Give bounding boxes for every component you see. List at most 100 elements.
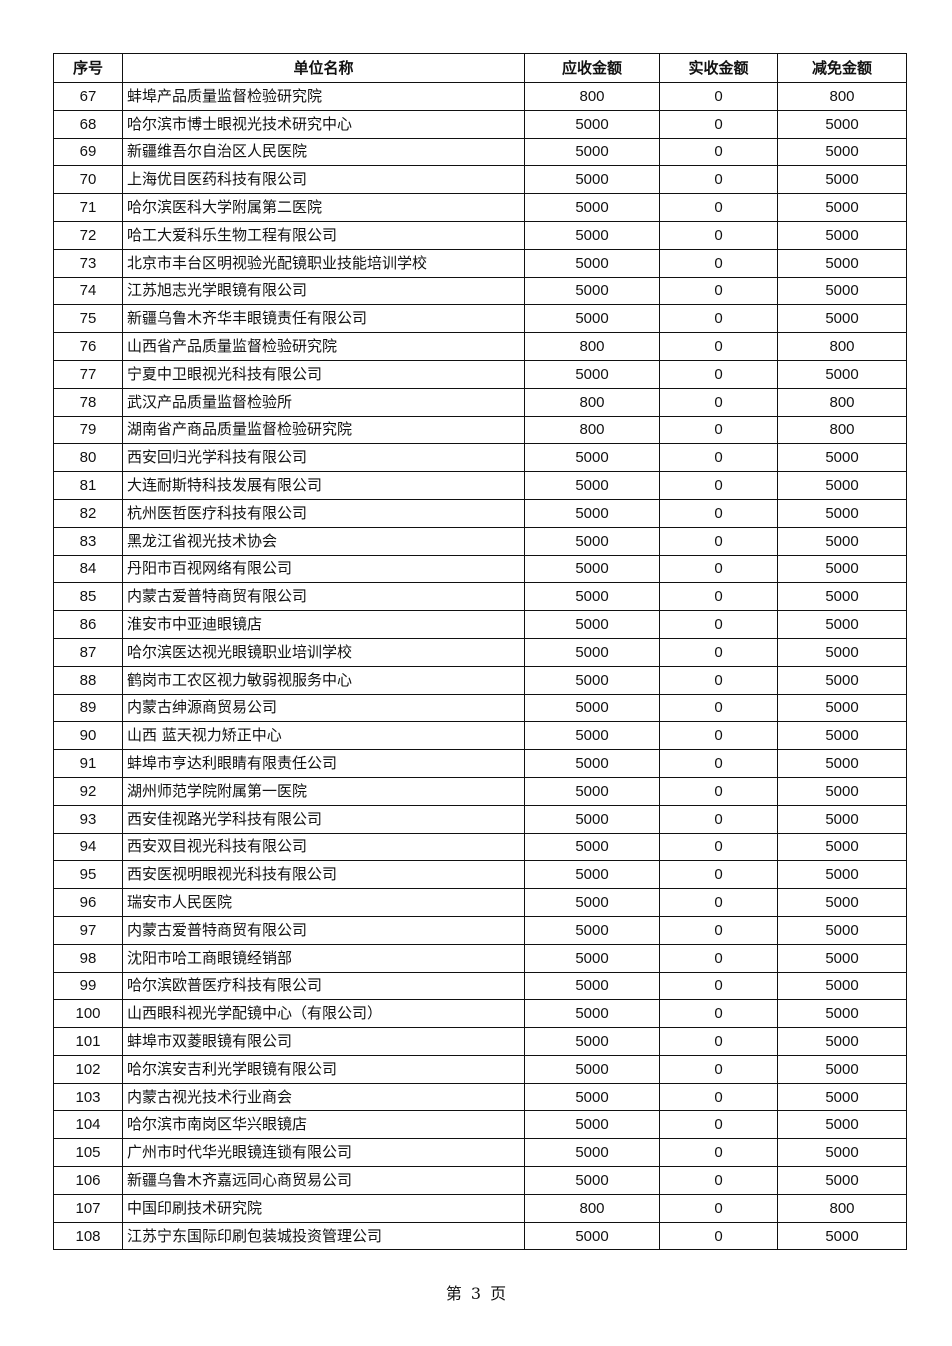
cell-received: 0 (659, 1110, 778, 1140)
table-row: 86 淮安市中亚迪眼镜店 5000 0 5000 (53, 610, 907, 639)
cell-unit-name: 哈尔滨医达视光眼镜职业培训学校 (122, 637, 525, 667)
cell-received: 0 (659, 332, 778, 361)
cell-waived: 800 (777, 82, 907, 111)
cell-seq: 88 (53, 665, 123, 695)
cell-seq: 67 (53, 82, 123, 111)
cell-seq: 75 (53, 304, 123, 334)
cell-received: 0 (659, 665, 778, 695)
cell-unit-name: 哈尔滨市博士眼视光技术研究中心 (122, 109, 525, 139)
table-header-row: 序号 单位名称 应收金额 实收金额 减免金额 (53, 53, 907, 83)
cell-received: 0 (659, 526, 778, 556)
cell-receivable: 5000 (524, 471, 660, 500)
cell-waived: 5000 (777, 804, 907, 834)
cell-receivable: 5000 (524, 1082, 660, 1112)
table-row: 82 杭州医哲医疗科技有限公司 5000 0 5000 (53, 498, 907, 528)
cell-waived: 5000 (777, 860, 907, 890)
cell-unit-name: 新疆乌鲁木齐嘉远同心商贸易公司 (122, 1166, 525, 1195)
cell-receivable: 5000 (524, 832, 660, 862)
cell-waived: 5000 (777, 220, 907, 250)
cell-seq: 89 (53, 693, 123, 723)
table-row: 72 哈工大爱科乐生物工程有限公司 5000 0 5000 (53, 220, 907, 250)
cell-waived: 5000 (777, 943, 907, 973)
cell-receivable: 800 (524, 415, 660, 445)
cell-received: 0 (659, 304, 778, 334)
cell-unit-name: 哈尔滨安吉利光学眼镜有限公司 (122, 1054, 525, 1084)
table-row: 71 哈尔滨医科大学附属第二医院 5000 0 5000 (53, 193, 907, 222)
cell-waived: 5000 (777, 498, 907, 528)
table-row: 100 山西眼科视光学配镜中心（有限公司） 5000 0 5000 (53, 999, 907, 1029)
cell-receivable: 5000 (524, 582, 660, 612)
table-row: 70 上海优目医药科技有限公司 5000 0 5000 (53, 165, 907, 195)
cell-receivable: 5000 (524, 220, 660, 250)
cell-waived: 5000 (777, 1082, 907, 1112)
cell-waived: 800 (777, 415, 907, 445)
cell-seq: 105 (53, 1138, 123, 1168)
cell-receivable: 5000 (524, 1221, 660, 1251)
cell-received: 0 (659, 359, 778, 389)
cell-receivable: 5000 (524, 526, 660, 556)
cell-seq: 92 (53, 776, 123, 806)
table-row: 99 哈尔滨欧普医疗科技有限公司 5000 0 5000 (53, 971, 907, 1001)
cell-seq: 69 (53, 137, 123, 167)
table-row: 105 广州市时代华光眼镜连锁有限公司 5000 0 5000 (53, 1138, 907, 1168)
cell-unit-name: 沈阳市哈工商眼镜经销部 (122, 943, 525, 973)
cell-unit-name: 哈尔滨市南岗区华兴眼镜店 (122, 1110, 525, 1140)
cell-receivable: 5000 (524, 109, 660, 139)
table-row: 106 新疆乌鲁木齐嘉远同心商贸易公司 5000 0 5000 (53, 1166, 907, 1195)
table-row: 94 西安双目视光科技有限公司 5000 0 5000 (53, 832, 907, 862)
cell-waived: 800 (777, 332, 907, 361)
table-row: 95 西安医视明眼视光科技有限公司 5000 0 5000 (53, 860, 907, 890)
cell-unit-name: 内蒙古爱普特商贸有限公司 (122, 915, 525, 945)
cell-received: 0 (659, 860, 778, 890)
table-row: 90 山西 蓝天视力矫正中心 5000 0 5000 (53, 721, 907, 751)
table-row: 96 瑞安市人民医院 5000 0 5000 (53, 888, 907, 917)
cell-receivable: 5000 (524, 554, 660, 584)
table-row: 85 内蒙古爱普特商贸有限公司 5000 0 5000 (53, 582, 907, 612)
cell-waived: 5000 (777, 693, 907, 723)
cell-received: 0 (659, 471, 778, 500)
table-row: 89 内蒙古绅源商贸易公司 5000 0 5000 (53, 693, 907, 723)
cell-unit-name: 丹阳市百视网络有限公司 (122, 554, 525, 584)
cell-receivable: 800 (524, 1193, 660, 1223)
cell-receivable: 5000 (524, 1027, 660, 1056)
cell-received: 0 (659, 610, 778, 639)
cell-unit-name: 蚌埠市双菱眼镜有限公司 (122, 1027, 525, 1056)
cell-unit-name: 新疆乌鲁木齐华丰眼镜责任有限公司 (122, 304, 525, 334)
cell-receivable: 5000 (524, 1110, 660, 1140)
cell-received: 0 (659, 915, 778, 945)
cell-receivable: 5000 (524, 165, 660, 195)
cell-receivable: 5000 (524, 888, 660, 917)
cell-waived: 5000 (777, 276, 907, 306)
cell-seq: 86 (53, 610, 123, 639)
cell-unit-name: 山西省产品质量监督检验研究院 (122, 332, 525, 361)
cell-waived: 5000 (777, 749, 907, 778)
cell-seq: 102 (53, 1054, 123, 1084)
cell-received: 0 (659, 387, 778, 417)
cell-received: 0 (659, 776, 778, 806)
cell-seq: 83 (53, 526, 123, 556)
cell-receivable: 5000 (524, 665, 660, 695)
cell-seq: 73 (53, 248, 123, 278)
cell-seq: 80 (53, 443, 123, 473)
cell-seq: 85 (53, 582, 123, 612)
cell-seq: 90 (53, 721, 123, 751)
cell-seq: 96 (53, 888, 123, 917)
table-row: 88 鹤岗市工农区视力敏弱视服务中心 5000 0 5000 (53, 665, 907, 695)
cell-waived: 800 (777, 387, 907, 417)
cell-seq: 101 (53, 1027, 123, 1056)
cell-waived: 5000 (777, 304, 907, 334)
cell-waived: 5000 (777, 971, 907, 1001)
table-row: 98 沈阳市哈工商眼镜经销部 5000 0 5000 (53, 943, 907, 973)
cell-unit-name: 山西 蓝天视力矫正中心 (122, 721, 525, 751)
cell-seq: 93 (53, 804, 123, 834)
cell-receivable: 5000 (524, 943, 660, 973)
cell-receivable: 5000 (524, 498, 660, 528)
cell-waived: 5000 (777, 1027, 907, 1056)
cell-receivable: 5000 (524, 804, 660, 834)
cell-seq: 95 (53, 860, 123, 890)
cell-seq: 70 (53, 165, 123, 195)
cell-waived: 5000 (777, 443, 907, 473)
cell-waived: 5000 (777, 582, 907, 612)
cell-seq: 78 (53, 387, 123, 417)
cell-received: 0 (659, 248, 778, 278)
